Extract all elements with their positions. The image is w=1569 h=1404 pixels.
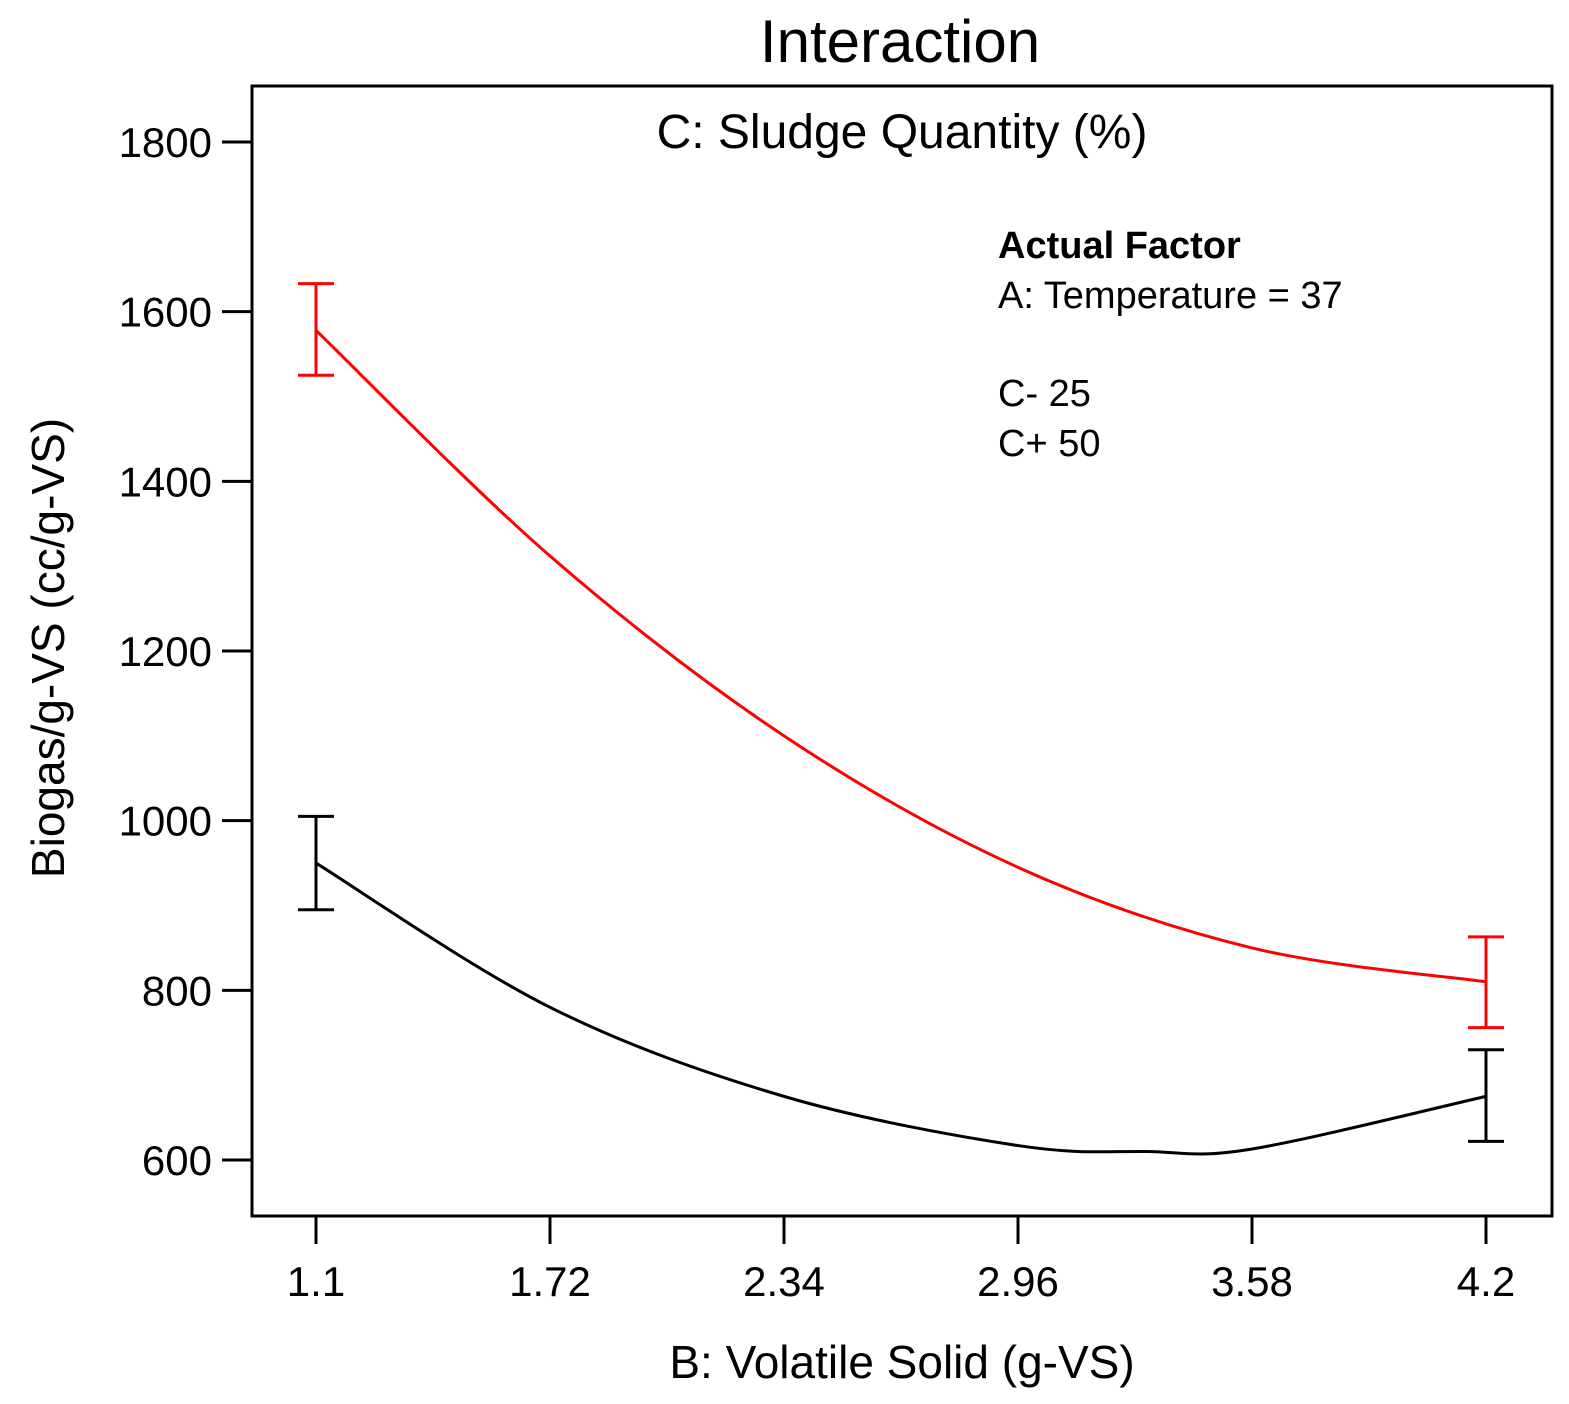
x-tick-label: 3.58: [1211, 1258, 1293, 1305]
x-tick-label: 2.96: [977, 1258, 1059, 1305]
x-axis: 1.1 1.72 2.34 2.96 3.58 4.2: [287, 1216, 1515, 1305]
x-tick-label: 1.1: [287, 1258, 345, 1305]
series-layer: [298, 282, 1504, 1156]
y-axis: 600 800 1000 1200 1400 1600 1800: [119, 119, 252, 1184]
x-tick-label: 2.34: [743, 1258, 825, 1305]
error-bar-c-plus-50-right: [1468, 935, 1504, 1030]
y-tick-label: 800: [142, 967, 212, 1014]
y-tick-label: 600: [142, 1137, 212, 1184]
series-line-c-plus-50: [314, 329, 1487, 984]
error-bar-c-plus-50-left: [298, 282, 334, 377]
legend-entry-c-plus: C+ 50: [998, 423, 1100, 465]
series-line-c-minus-25: [315, 861, 1487, 1156]
annotation-heading: Actual Factor: [998, 225, 1241, 267]
x-axis-label: B: Volatile Solid (g-VS): [669, 1336, 1134, 1388]
x-tick-label: 4.2: [1457, 1258, 1515, 1305]
chart-subtitle: C: Sludge Quantity (%): [657, 106, 1148, 159]
x-tick-label: 1.72: [509, 1258, 591, 1305]
plot-area: [250, 84, 1554, 1218]
annotation-factor: A: Temperature = 37: [998, 275, 1343, 317]
y-tick-label: 1800: [119, 119, 212, 166]
y-tick-label: 1600: [119, 289, 212, 336]
error-bar-c-minus-25-right: [1468, 1048, 1504, 1143]
y-axis-label: Biogas/g-VS (cc/g-VS): [22, 418, 74, 878]
y-tick-label: 1400: [119, 458, 212, 505]
chart-title: Interaction: [760, 8, 1040, 75]
y-tick-label: 1000: [119, 798, 212, 845]
legend-entry-c-minus: C- 25: [998, 373, 1091, 415]
error-bar-c-minus-25-left: [298, 814, 334, 912]
y-tick-label: 1200: [119, 628, 212, 675]
